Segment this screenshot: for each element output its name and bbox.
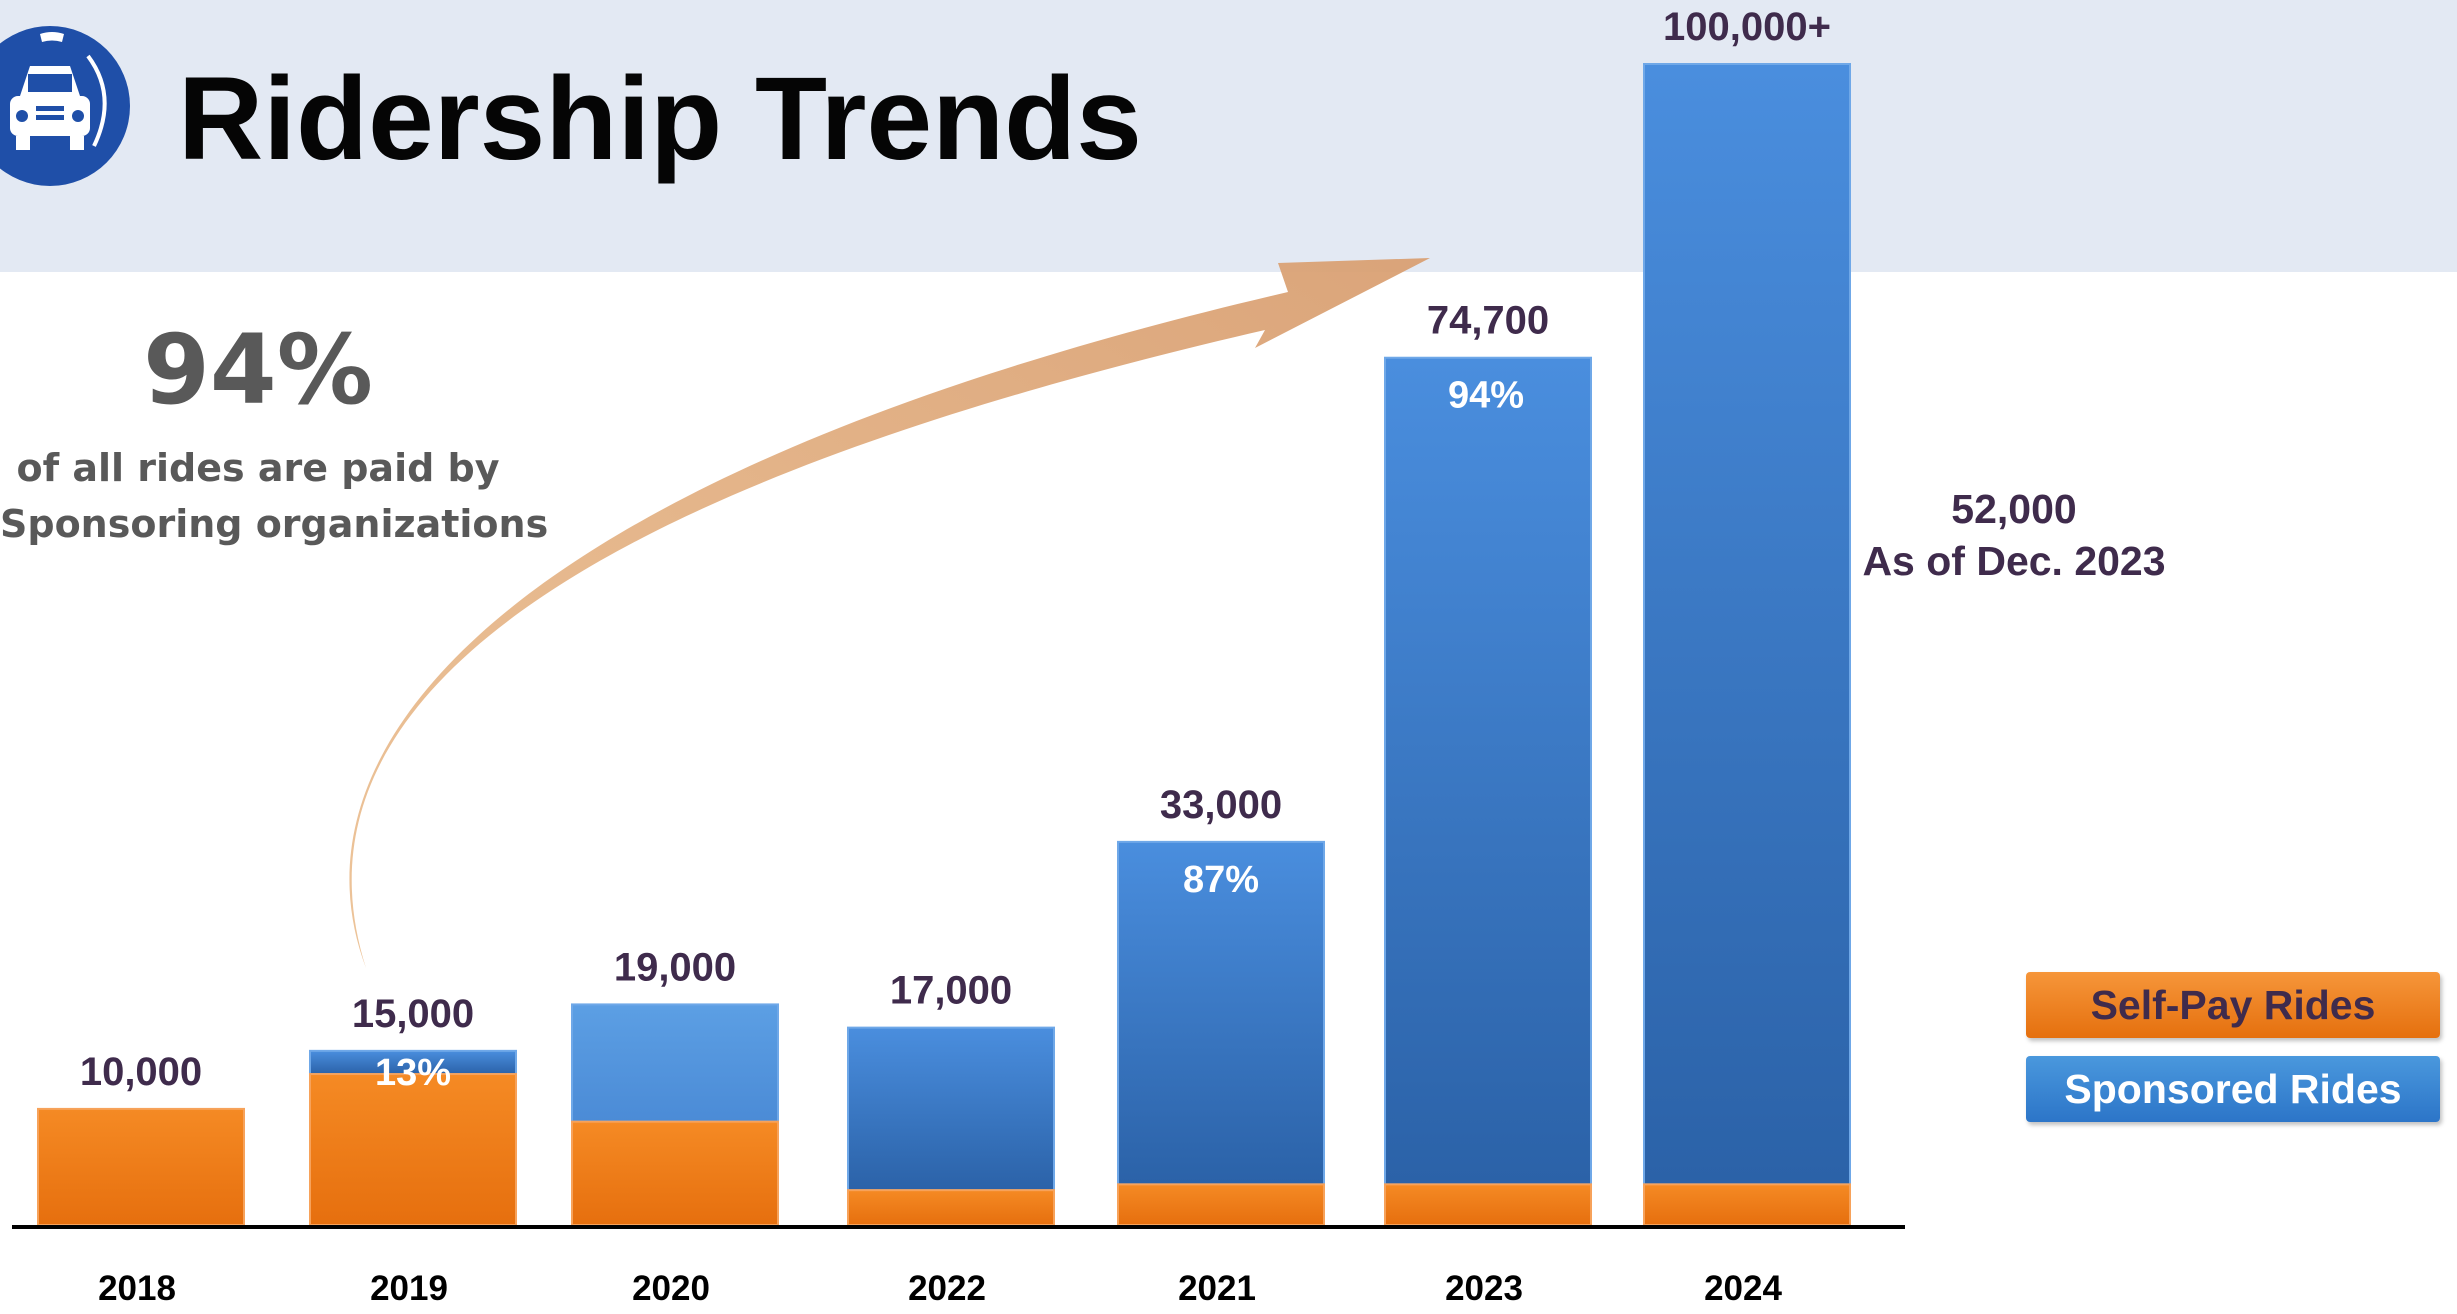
taxi-phone-icon: [0, 26, 130, 186]
stat-value: 94%: [143, 314, 373, 426]
bar-sponsored-2023: [1384, 356, 1592, 1186]
bar-self-pay-2020: [571, 1120, 779, 1227]
total-label-2022: 17,000: [890, 969, 1012, 1013]
bar-sponsored-2024: [1643, 63, 1851, 1186]
percent-label-2023: 94%: [1448, 375, 1524, 417]
x-tick-2020: 2020: [632, 1269, 710, 1308]
total-label-2018: 10,000: [80, 1050, 202, 1094]
note-caption: As of Dec. 2023: [1862, 538, 2166, 584]
total-label-2020: 19,000: [614, 945, 736, 989]
total-label-2024: 100,000+: [1663, 5, 1831, 49]
legend-self-pay: Self-Pay Rides: [2026, 972, 2440, 1038]
x-tick-2023: 2023: [1445, 1269, 1523, 1308]
total-label-2023: 74,700: [1427, 299, 1549, 343]
bar-self-pay-2018: [37, 1107, 245, 1227]
percent-label-2021: 87%: [1183, 859, 1259, 901]
x-tick-2024: 2024: [1704, 1269, 1782, 1308]
bar-self-pay-2021: [1117, 1183, 1325, 1226]
stat-caption-line1: of all rides are paid by: [16, 446, 500, 490]
bar-self-pay-2019: [309, 1073, 517, 1226]
bar-self-pay-2024: [1643, 1183, 1851, 1226]
stat-caption-line2: Sponsoring organizations: [0, 502, 549, 546]
bar-self-pay-2023: [1384, 1183, 1592, 1226]
x-tick-2021: 2021: [1178, 1269, 1256, 1308]
percent-label-2019: 13%: [375, 1052, 451, 1094]
page-title: Ridership Trends: [178, 53, 1142, 185]
x-tick-2019: 2019: [370, 1269, 448, 1308]
header-band: [0, 0, 2457, 272]
bar-sponsored-2020: [571, 1003, 779, 1123]
bar-self-pay-2022: [847, 1189, 1055, 1227]
total-label-2019: 15,000: [352, 992, 474, 1036]
legend-sponsored: Sponsored Rides: [2026, 1056, 2440, 1122]
bar-sponsored-2022: [847, 1026, 1055, 1192]
total-label-2021: 33,000: [1160, 783, 1282, 827]
bar-sponsored-2021: [1117, 840, 1325, 1186]
note-value: 52,000: [1951, 486, 2077, 532]
x-tick-2022: 2022: [908, 1269, 986, 1308]
x-tick-2018: 2018: [98, 1269, 176, 1308]
